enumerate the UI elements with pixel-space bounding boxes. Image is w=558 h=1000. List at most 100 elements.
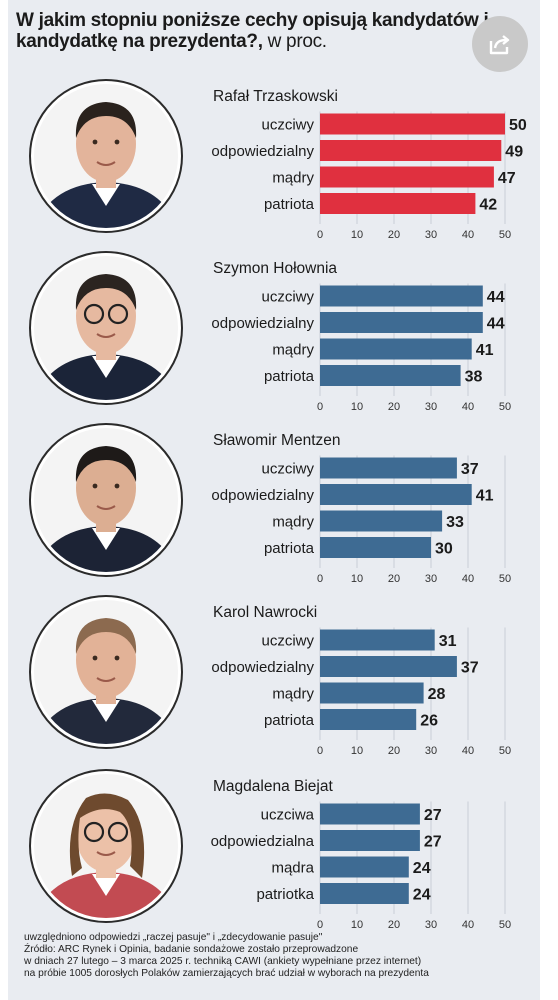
category-label: patriota	[264, 712, 315, 729]
category-label: uczciwy	[261, 289, 314, 306]
candidate-portrait	[29, 769, 183, 923]
x-tick-label: 0	[317, 401, 323, 413]
portrait-photo	[34, 774, 178, 918]
chart-5: Magdalena Biejat 0 10 20 30 40 50 uczciwa 27 odpo…	[29, 769, 511, 931]
chart-title: W jakim stopniu poniższe cechy opisują k…	[16, 10, 496, 52]
x-tick-label: 0	[317, 919, 323, 931]
value-label: 24	[413, 887, 431, 904]
x-tick-label: 40	[462, 229, 474, 241]
value-label: 41	[476, 488, 494, 505]
hair	[75, 274, 137, 310]
candidate-name: Rafał Trzaskowski	[213, 88, 338, 105]
x-tick-label: 10	[351, 229, 363, 241]
portrait-photo	[34, 600, 178, 744]
eye-left	[92, 655, 98, 661]
mouth	[96, 161, 116, 166]
x-tick-label: 20	[388, 229, 400, 241]
collar	[92, 184, 120, 206]
value-label: 28	[428, 686, 446, 703]
category-label: patriotka	[256, 886, 314, 903]
share-icon	[489, 35, 510, 55]
category-label: patriota	[264, 540, 315, 557]
face	[76, 622, 136, 698]
face	[76, 450, 136, 526]
x-tick-label: 40	[462, 573, 474, 585]
x-tick-label: 20	[388, 745, 400, 757]
portrait-photo	[34, 256, 178, 400]
hair	[69, 793, 145, 878]
value-label: 38	[465, 369, 483, 386]
category-label: mądry	[272, 514, 314, 531]
hair	[75, 446, 137, 482]
x-tick-label: 40	[462, 919, 474, 931]
face	[76, 106, 136, 182]
face	[76, 796, 136, 872]
category-label: odpowiedzialny	[211, 143, 314, 160]
x-tick-label: 50	[499, 745, 511, 757]
candidate-name: Magdalena Biejat	[213, 778, 333, 795]
x-tick-label: 0	[317, 229, 323, 241]
footnotes: uwzględniono odpowiedzi „raczej pasuje" …	[24, 932, 534, 980]
x-tick-label: 30	[425, 229, 437, 241]
candidate-portrait	[29, 251, 183, 405]
eye-left	[92, 483, 98, 489]
x-tick-label: 10	[351, 919, 363, 931]
chart-4: Karol Nawrocki 0 10 20 30 40 50 uczciwy 31 odpowi…	[29, 595, 511, 757]
candidate-portrait	[29, 595, 183, 749]
glasses-left	[83, 303, 105, 325]
category-label: patriota	[264, 196, 315, 213]
value-label: 44	[487, 289, 505, 306]
hair	[75, 102, 137, 138]
collar	[92, 528, 120, 550]
category-label: odpowiedzialny	[211, 487, 314, 504]
bar	[320, 365, 461, 386]
value-label: 27	[424, 834, 442, 851]
x-tick-label: 20	[388, 919, 400, 931]
value-label: 50	[509, 117, 527, 134]
collar	[92, 356, 120, 378]
glasses-left	[83, 821, 105, 843]
value-label: 33	[446, 514, 464, 531]
x-tick-label: 20	[388, 401, 400, 413]
bar	[320, 629, 435, 651]
category-label: mądry	[272, 170, 314, 187]
chart-2: Szymon Hołownia 0 10 20 30 40 50 uczciwy 44 odpow…	[29, 251, 511, 413]
x-tick-label: 50	[499, 573, 511, 585]
eye-right	[114, 139, 120, 145]
collar	[92, 700, 120, 722]
value-label: 42	[479, 197, 497, 214]
value-label: 31	[439, 633, 457, 650]
bar	[320, 312, 483, 333]
x-tick-label: 30	[425, 573, 437, 585]
category-label: uczciwy	[261, 117, 314, 134]
x-tick-label: 10	[351, 573, 363, 585]
x-tick-label: 30	[425, 745, 437, 757]
x-tick-label: 0	[317, 745, 323, 757]
category-label: odpowiedzialny	[211, 659, 314, 676]
chart-3: Sławomir Mentzen 0 10 20 30 40 50 uczciwy 37 odpo…	[29, 423, 511, 585]
title-unit: w proc.	[262, 31, 327, 52]
glasses-right	[107, 821, 129, 843]
x-tick-label: 10	[351, 745, 363, 757]
eye-left	[92, 139, 98, 145]
value-label: 37	[461, 660, 479, 677]
share-button[interactable]	[472, 16, 528, 72]
bar	[320, 537, 431, 558]
mouth	[96, 505, 116, 510]
bar	[320, 803, 420, 825]
mouth	[96, 851, 116, 856]
value-label: 49	[505, 144, 523, 161]
title-bold: W jakim stopniu poniższe cechy opisują k…	[16, 10, 489, 52]
bar	[320, 457, 457, 479]
x-tick-label: 0	[317, 573, 323, 585]
x-tick-label: 10	[351, 401, 363, 413]
category-label: odpowiedzialny	[211, 315, 314, 332]
x-tick-label: 50	[499, 401, 511, 413]
bar	[320, 166, 494, 188]
bar	[320, 193, 476, 214]
x-tick-label: 40	[462, 745, 474, 757]
x-tick-label: 50	[499, 229, 511, 241]
category-label: mądry	[272, 686, 314, 703]
bar	[320, 856, 409, 878]
